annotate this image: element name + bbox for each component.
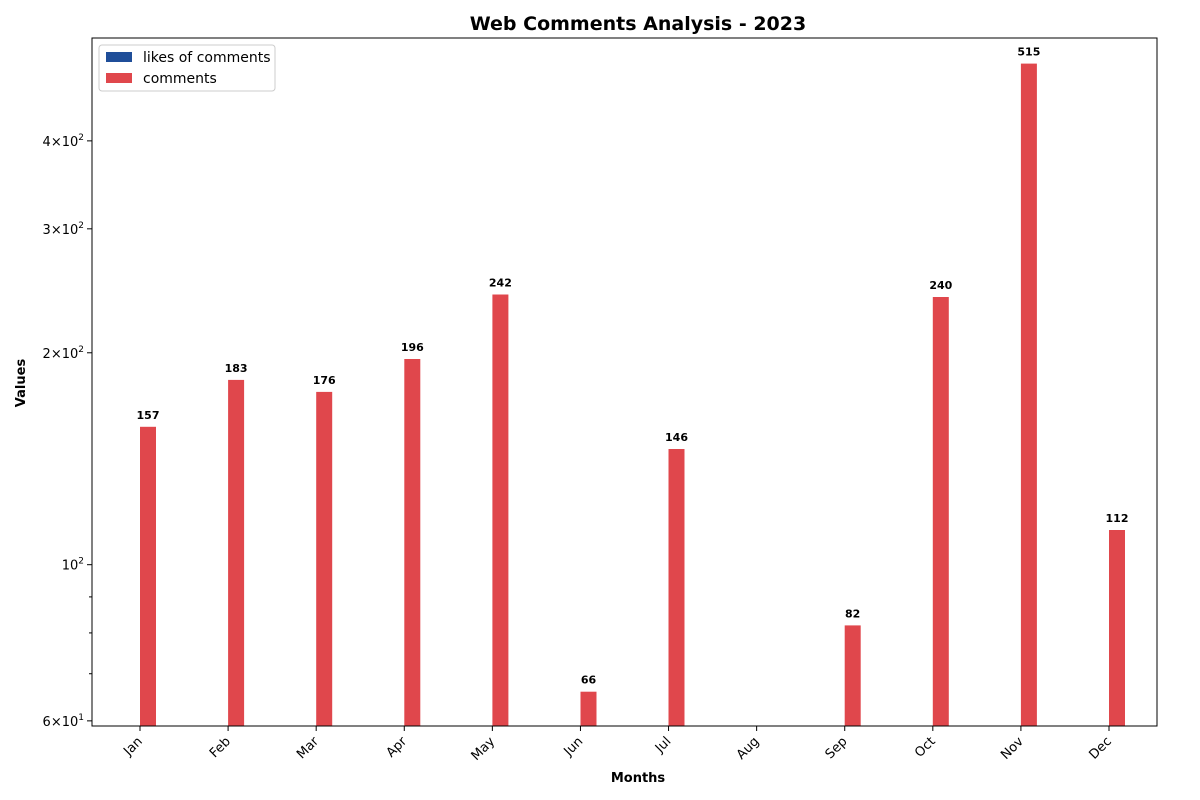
y-tick-label-300: 3×102 [43, 221, 84, 238]
legend-swatch-comments [106, 73, 132, 83]
bar-comments-sep [844, 625, 861, 726]
x-axis-title: Months [611, 771, 666, 786]
x-tick-label-may: May [469, 734, 499, 764]
bar-value-label-jul: 146 [665, 431, 688, 444]
y-axis-title: Values [14, 359, 29, 408]
bar-comments-dec [1109, 530, 1125, 726]
x-tick-label-oct: Oct [912, 734, 939, 761]
bar-value-label-apr: 196 [401, 341, 424, 354]
x-tick-label-apr: Apr [384, 734, 411, 761]
bar-value-label-nov: 515 [1017, 46, 1040, 59]
y-tick-label-100: 102 [62, 557, 84, 574]
x-tick-label-nov: Nov [998, 734, 1027, 763]
bar-value-label-mar: 176 [313, 374, 336, 387]
bar-value-label-jan: 157 [137, 409, 160, 422]
plot-frame [91, 37, 1158, 727]
x-tick-label-sep: Sep [823, 734, 851, 762]
bar-value-label-feb: 183 [225, 362, 248, 375]
y-tick-label-60: 6×101 [43, 713, 84, 730]
bar-comments-jul [668, 449, 685, 726]
y-tick-label-400: 4×102 [43, 133, 84, 150]
x-tick-label-mar: Mar [294, 734, 322, 762]
y-tick-label-200: 2×102 [43, 345, 84, 362]
bar-comments-apr [404, 359, 421, 726]
x-tick-label-feb: Feb [207, 734, 234, 761]
legend-swatch-likes [106, 52, 132, 62]
bar-value-label-may: 242 [489, 277, 512, 290]
bar-value-label-oct: 240 [929, 279, 952, 292]
bar-comments-oct [932, 297, 949, 726]
bar-comments-feb [228, 379, 245, 726]
bar-value-label-dec: 112 [1106, 512, 1129, 525]
bar-comments-mar [316, 391, 333, 726]
bar-comments-jan [140, 426, 156, 726]
legend-box [98, 44, 276, 92]
legend: likes of comments comments [98, 44, 276, 92]
x-tick-label-aug: Aug [734, 734, 763, 763]
bar-value-label-sep: 82 [845, 607, 860, 620]
bar-comments-jun [580, 691, 597, 726]
x-tick-label-dec: Dec [1086, 734, 1114, 762]
chart-title: Web Comments Analysis - 2023 [470, 13, 806, 35]
x-tick-label-jun: Jun [561, 734, 587, 760]
bar-comments-nov [1020, 63, 1037, 727]
x-tick-label-jan: Jan [120, 734, 145, 759]
plot-area: 157 183 176 196 242 66 146 82 240 515 112 Jan Feb Mar… [43, 46, 1129, 764]
legend-label-comments: comments [143, 71, 217, 87]
bar-value-label-jun: 66 [581, 674, 597, 687]
bar-comments-may [492, 294, 509, 726]
legend-label-likes: likes of comments [143, 50, 271, 66]
x-tick-label-jul: Jul [652, 734, 674, 756]
